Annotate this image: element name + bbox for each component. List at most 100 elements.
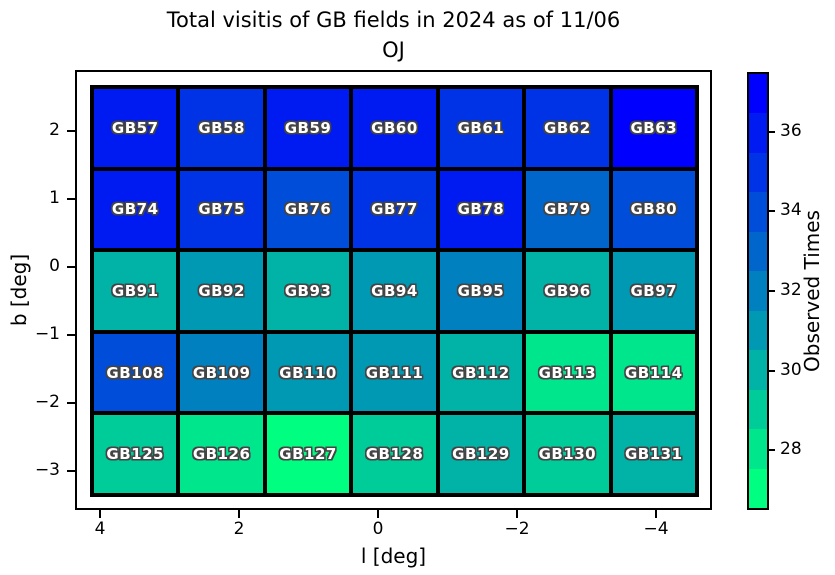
- cell-label: GB93: [284, 281, 332, 300]
- colorbar-tick-mark: [769, 130, 775, 133]
- heatmap-cell-GB94: GB94: [351, 250, 438, 332]
- heatmap-cell-GB128: GB128: [351, 413, 438, 495]
- colorbar-tick-label: 32: [780, 280, 802, 300]
- heatmap-cell-GB75: GB75: [178, 168, 265, 251]
- colorbar-tick-mark: [769, 290, 775, 292]
- heatmap-cell-GB96: GB96: [524, 250, 611, 332]
- cell-label: GB59: [284, 118, 332, 137]
- colorbar-band-35: [749, 152, 767, 193]
- cell-label: GB129: [452, 445, 510, 464]
- cell-label: GB127: [279, 445, 337, 464]
- x-tick-label: 2: [233, 519, 245, 539]
- cell-label: GB95: [457, 281, 505, 300]
- heatmap-cell-GB59: GB59: [264, 87, 352, 169]
- cell-label: GB97: [630, 281, 678, 300]
- y-tick-label: 1: [49, 188, 60, 208]
- cell-label: GB61: [457, 118, 505, 137]
- heatmap-cell-GB79: GB79: [524, 168, 611, 251]
- x-tick-label: 0: [372, 519, 384, 539]
- heatmap-cell-GB92: GB92: [178, 250, 265, 332]
- chart-title-line1: Total visitis of GB fields in 2024 as of…: [166, 8, 621, 32]
- heatmap-cell-GB95: GB95: [437, 250, 525, 332]
- colorbar-tick-label: 34: [780, 200, 802, 221]
- cell-label: GB125: [106, 445, 164, 464]
- colorbar-band-32: [749, 271, 767, 311]
- heatmap-cell-GB58: GB58: [178, 87, 265, 169]
- cell-label: GB110: [279, 363, 337, 382]
- heatmap-cell-GB126: GB126: [178, 413, 265, 495]
- chart-title-line2: OJ: [382, 38, 405, 62]
- colorbar-label: Observed Times: [800, 210, 824, 372]
- colorbar-band-36: [749, 113, 767, 153]
- colorbar-tick-mark: [769, 449, 775, 452]
- cell-label: GB75: [198, 200, 245, 219]
- x-tick-mark: [99, 510, 101, 518]
- x-axis-label: l [deg]: [360, 544, 427, 568]
- heatmap-cell-GB77: GB77: [351, 168, 438, 251]
- heatmap-cell-GB127: GB127: [264, 413, 352, 495]
- heatmap-cell-GB61: GB61: [437, 87, 525, 169]
- heatmap-cell-GB130: GB130: [524, 413, 611, 495]
- colorbar-band-29: [749, 389, 767, 430]
- y-tick-mark: [67, 266, 75, 268]
- cell-label: GB130: [538, 445, 597, 464]
- y-tick-mark: [67, 334, 75, 336]
- colorbar-tick-label: 28: [780, 439, 802, 460]
- heatmap-cell-GB125: GB125: [92, 413, 179, 495]
- cell-label: GB114: [625, 363, 683, 382]
- heatmap-cell-GB97: GB97: [610, 250, 697, 332]
- cell-label: GB108: [106, 363, 164, 382]
- cell-label: GB92: [198, 281, 245, 300]
- colorbar-band-28: [749, 429, 767, 469]
- heatmap-cell-GB110: GB110: [264, 331, 352, 414]
- heatmap-cell-GB111: GB111: [351, 331, 438, 414]
- colorbar-tick-label: 30: [780, 359, 802, 380]
- y-tick-label: −3: [34, 460, 60, 480]
- chart-title: Total visitis of GB fields in 2024 as of…: [75, 5, 712, 65]
- cell-label: GB60: [371, 118, 418, 137]
- plot-area: GB57 GB58 GB59 GB60 GB61 GB62 GB63 GB74 GB75 GB76…: [75, 70, 712, 510]
- y-tick-mark: [67, 130, 75, 132]
- cell-label: GB111: [365, 363, 424, 382]
- heatmap-cell-GB109: GB109: [178, 331, 265, 414]
- heatmap-grid: GB57 GB58 GB59 GB60 GB61 GB62 GB63 GB74 GB75 GB76…: [90, 85, 699, 497]
- cell-label: GB76: [284, 200, 332, 219]
- colorbar: [747, 72, 769, 510]
- cell-label: GB74: [111, 200, 159, 219]
- y-tick-mark: [67, 402, 75, 404]
- cell-label: GB58: [198, 118, 245, 137]
- colorbar-band-33: [749, 231, 767, 272]
- heatmap-cell-GB78: GB78: [437, 168, 525, 251]
- cell-label: GB78: [457, 200, 505, 219]
- colorbar-tick-mark: [769, 210, 775, 213]
- heatmap-cell-GB63: GB63: [610, 87, 697, 169]
- cell-label: GB96: [544, 281, 591, 300]
- x-tick-mark: [516, 510, 518, 518]
- cell-label: GB113: [538, 363, 597, 382]
- y-tick-mark: [67, 470, 75, 472]
- colorbar-band-34: [749, 192, 767, 232]
- heatmap-cell-GB108: GB108: [92, 331, 179, 414]
- colorbar-band-30: [749, 350, 767, 390]
- heatmap-cell-GB57: GB57: [92, 87, 179, 169]
- heatmap-cell-GB80: GB80: [610, 168, 697, 251]
- cell-label: GB63: [630, 118, 678, 137]
- heatmap-cell-GB113: GB113: [524, 331, 611, 414]
- cell-label: GB79: [544, 200, 591, 219]
- heatmap-cell-GB62: GB62: [524, 87, 611, 169]
- x-tick-mark: [238, 510, 240, 518]
- cell-label: GB80: [630, 200, 678, 219]
- heatmap-cell-GB129: GB129: [437, 413, 525, 495]
- cell-label: GB57: [111, 118, 159, 137]
- cell-label: GB112: [452, 363, 510, 382]
- y-tick-label: 0: [49, 256, 60, 276]
- colorbar-tick-label: 36: [780, 120, 802, 141]
- cell-label: GB109: [192, 363, 251, 382]
- heatmap-cell-GB74: GB74: [92, 168, 179, 251]
- y-tick-label: 2: [49, 120, 60, 140]
- y-tick-label: −2: [34, 392, 60, 412]
- heatmap-cell-GB91: GB91: [92, 250, 179, 332]
- cell-label: GB126: [192, 445, 251, 464]
- cell-label: GB62: [544, 118, 591, 137]
